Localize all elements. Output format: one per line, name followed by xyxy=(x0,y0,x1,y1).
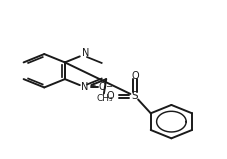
Text: N: N xyxy=(82,48,89,58)
Text: CH₃: CH₃ xyxy=(97,94,113,103)
Text: O: O xyxy=(131,71,139,81)
Text: S: S xyxy=(132,91,138,101)
Text: −: − xyxy=(105,82,112,91)
Text: O: O xyxy=(99,83,106,92)
Text: +: + xyxy=(89,81,95,90)
Text: O: O xyxy=(106,91,114,101)
Text: N: N xyxy=(81,83,88,92)
